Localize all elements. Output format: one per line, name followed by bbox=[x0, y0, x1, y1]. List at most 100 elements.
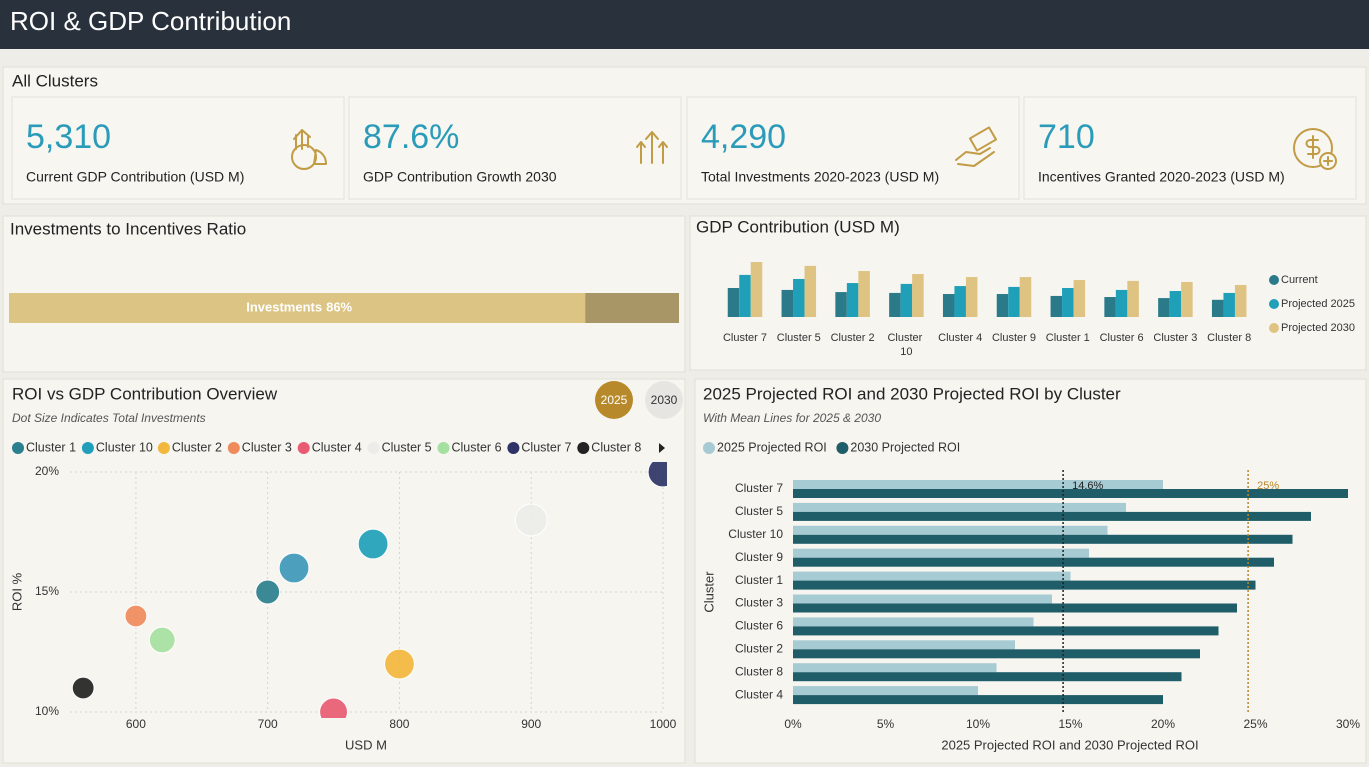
bar bbox=[793, 571, 1071, 581]
x-tick-label: 15% bbox=[1058, 717, 1082, 731]
legend-marker bbox=[1269, 299, 1279, 309]
mean-label: 14.6% bbox=[1072, 480, 1103, 492]
y-tick-label: Cluster 2 bbox=[735, 641, 783, 655]
slicer-button[interactable] bbox=[595, 381, 633, 419]
y-tick-label: Cluster 1 bbox=[735, 573, 783, 587]
kpi-label: GDP Contribution Growth 2030 bbox=[363, 169, 557, 185]
bar bbox=[793, 580, 1256, 590]
x-tick-label: Cluster 2 bbox=[831, 332, 875, 344]
x-tick-label: Cluster 9 bbox=[992, 332, 1036, 344]
bar bbox=[1169, 291, 1182, 317]
incentive-icon bbox=[1293, 128, 1337, 170]
slicer-label[interactable]: 2030 bbox=[651, 393, 678, 407]
kpi-card bbox=[11, 96, 345, 200]
x-tick-label: Cluster 7 bbox=[723, 332, 767, 344]
bar bbox=[804, 265, 817, 317]
bar bbox=[793, 480, 1163, 489]
x-tick-label: 600 bbox=[126, 717, 146, 731]
kpi-card bbox=[1023, 96, 1357, 200]
legend-marker bbox=[157, 442, 170, 454]
legend-marker bbox=[836, 442, 849, 454]
gdp-icon bbox=[291, 129, 327, 170]
roi-panel bbox=[694, 378, 1367, 764]
x-axis-title: 2025 Projected ROI and 2030 Projected RO… bbox=[941, 737, 1198, 752]
bar bbox=[965, 277, 978, 317]
bar bbox=[793, 649, 1200, 659]
bar bbox=[793, 557, 1274, 567]
legend-marker bbox=[507, 442, 520, 454]
bar bbox=[954, 286, 966, 317]
bar bbox=[793, 626, 1219, 636]
legend-label: Projected 2025 bbox=[1281, 298, 1355, 310]
bar bbox=[793, 489, 1348, 498]
bar-segment bbox=[585, 293, 679, 323]
chart-title: ROI vs GDP Contribution Overview bbox=[12, 384, 278, 403]
bar bbox=[739, 274, 751, 317]
bar bbox=[900, 283, 913, 317]
x-tick-label: Cluster 5 bbox=[777, 332, 821, 344]
bar bbox=[1181, 281, 1193, 317]
bar bbox=[793, 640, 1015, 650]
bar bbox=[793, 548, 1089, 558]
chart-subtitle: Dot Size Indicates Total Investments bbox=[12, 411, 206, 425]
bar bbox=[1234, 284, 1247, 317]
bubble bbox=[319, 697, 348, 718]
bar bbox=[858, 271, 870, 317]
bubble bbox=[148, 626, 176, 654]
x-tick-label: 30% bbox=[1336, 717, 1360, 731]
y-tick-label: Cluster 4 bbox=[735, 687, 783, 701]
x-tick-label: 5% bbox=[877, 717, 895, 731]
page-title: ROI & GDP Contribution bbox=[10, 6, 291, 36]
bar bbox=[781, 289, 794, 317]
mean-label: 25% bbox=[1257, 480, 1279, 492]
scatter-panel bbox=[2, 378, 686, 764]
legend-next-arrow[interactable] bbox=[659, 443, 665, 453]
bar bbox=[889, 292, 901, 317]
legend-marker bbox=[577, 442, 590, 454]
kpi-card bbox=[686, 96, 1020, 200]
bar bbox=[912, 274, 924, 317]
growth-icon bbox=[636, 131, 668, 164]
x-tick-label: Cluster 4 bbox=[938, 332, 982, 344]
y-tick-label: Cluster 3 bbox=[735, 596, 783, 610]
bar bbox=[1008, 286, 1020, 317]
kpi-label: Total Investments 2020-2023 (USD M) bbox=[701, 169, 939, 185]
bar bbox=[793, 502, 1126, 512]
x-tick-label: Cluster 10 bbox=[887, 332, 925, 358]
bar bbox=[1158, 298, 1170, 317]
legend-marker bbox=[12, 442, 24, 454]
x-tick-label: 20% bbox=[1151, 717, 1175, 731]
legend-label: Cluster 3 bbox=[242, 440, 292, 454]
chart-subtitle: With Mean Lines for 2025 & 2030 bbox=[703, 411, 881, 425]
x-axis-title: USD M bbox=[345, 737, 387, 752]
kpi-value: 5,310 bbox=[26, 118, 111, 156]
slicer-label[interactable]: 2025 bbox=[601, 393, 628, 407]
slicer-button[interactable] bbox=[645, 381, 683, 419]
x-tick-label: Cluster 3 bbox=[1153, 332, 1197, 344]
bar bbox=[750, 262, 763, 317]
legend-marker bbox=[1269, 323, 1279, 333]
chart-title: Investments to Incentives Ratio bbox=[10, 219, 246, 238]
x-tick-label: 700 bbox=[258, 717, 278, 731]
legend-label: Cluster 6 bbox=[452, 440, 502, 454]
bar bbox=[793, 603, 1237, 613]
bar bbox=[793, 695, 1163, 705]
bubble bbox=[514, 503, 548, 537]
legend-marker bbox=[297, 442, 310, 454]
legend-marker bbox=[437, 442, 450, 454]
legend-marker bbox=[227, 442, 240, 454]
x-tick-label: 25% bbox=[1243, 717, 1267, 731]
bar bbox=[793, 617, 1034, 627]
x-tick-label: 0% bbox=[784, 717, 802, 731]
bar bbox=[1223, 292, 1235, 317]
bubble bbox=[647, 462, 667, 488]
legend-label: Cluster 4 bbox=[312, 440, 362, 454]
bar bbox=[1115, 289, 1128, 317]
legend-label: 2025 Projected ROI bbox=[717, 440, 827, 454]
kpi-label: Incentives Granted 2020-2023 (USD M) bbox=[1038, 169, 1285, 185]
bar bbox=[1062, 287, 1074, 317]
bar bbox=[942, 294, 955, 317]
bar bbox=[1073, 280, 1086, 317]
